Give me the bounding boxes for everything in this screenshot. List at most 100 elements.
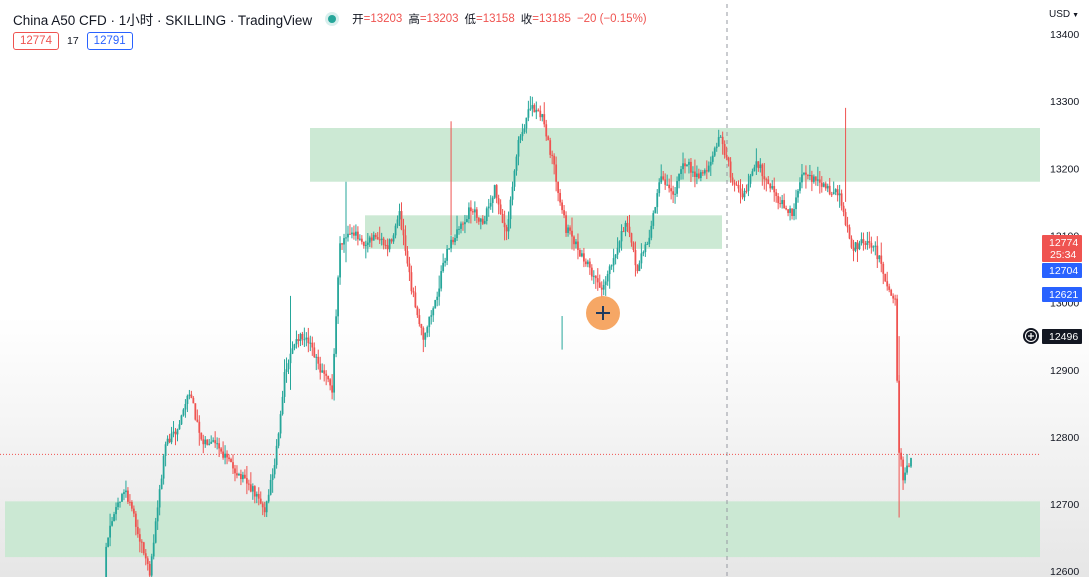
candle-body[interactable] [515,156,518,171]
candle-body[interactable] [523,128,526,132]
candle-body[interactable] [729,161,732,178]
candle-body[interactable] [234,468,236,474]
candle-body[interactable] [614,254,617,259]
candle-body[interactable] [808,175,811,177]
candle-body[interactable] [759,164,762,169]
candle-body[interactable] [842,205,845,213]
candle-body[interactable] [747,183,750,191]
candle-body[interactable] [462,223,464,225]
candle-body[interactable] [125,490,127,493]
candle-body[interactable] [364,244,367,246]
candle-body[interactable] [384,244,387,246]
candle-body[interactable] [694,171,696,177]
candle-body[interactable] [349,233,351,235]
candle-body[interactable] [719,136,722,138]
mid-zone[interactable] [365,215,722,249]
candle-body[interactable] [370,237,373,241]
candle-body[interactable] [287,363,290,370]
candle-body[interactable] [785,208,788,210]
candle-body[interactable] [769,183,772,189]
candle-body[interactable] [261,503,264,508]
candle-body[interactable] [763,176,766,180]
candle-body[interactable] [420,324,423,328]
candle-body[interactable] [584,261,587,265]
candle-body[interactable] [224,453,226,458]
candle-body[interactable] [791,208,793,217]
candle-body[interactable] [539,110,542,118]
candle-body[interactable] [662,176,665,180]
candle-body[interactable] [119,501,121,503]
candle-body[interactable] [355,231,357,236]
candle-body[interactable] [434,300,437,309]
candle-body[interactable] [158,489,161,508]
candle-body[interactable] [872,246,875,248]
candle-body[interactable] [628,226,631,234]
candle-body[interactable] [579,249,581,257]
candle-body[interactable] [222,451,224,458]
candle-body[interactable] [807,174,809,177]
candle-body[interactable] [755,161,758,168]
candle-body[interactable] [493,185,496,198]
candle-body[interactable] [636,265,639,272]
candle-body[interactable] [329,379,332,386]
candle-body[interactable] [249,484,252,492]
candle-body[interactable] [836,189,839,196]
candle-body[interactable] [525,117,528,129]
candle-body[interactable] [602,284,605,290]
candle-body[interactable] [616,247,619,255]
candle-body[interactable] [630,233,633,243]
candle-body[interactable] [739,188,742,194]
candle-body[interactable] [699,172,702,179]
candle-body[interactable] [803,172,805,175]
candle-body[interactable] [440,271,443,289]
candle-body[interactable] [402,229,405,236]
candle-body[interactable] [422,327,425,340]
candle-body[interactable] [501,213,504,223]
candle-body[interactable] [271,474,274,480]
candle-body[interactable] [789,208,791,213]
candle-body[interactable] [105,546,108,577]
candle-body[interactable] [454,238,456,243]
candle-body[interactable] [664,179,667,185]
candle-body[interactable] [380,238,383,240]
candle-body[interactable] [279,414,282,434]
candle-body[interactable] [606,274,609,282]
candle-body[interactable] [113,514,115,522]
candle-body[interactable] [430,315,433,317]
candle-body[interactable] [816,179,819,181]
candle-body[interactable] [737,185,740,189]
candle-body[interactable] [822,183,825,187]
candle-body[interactable] [378,239,381,241]
candle-body[interactable] [824,183,827,189]
candle-body[interactable] [168,438,171,443]
candle-body[interactable] [275,445,278,466]
candle-body[interactable] [136,526,139,535]
candle-body[interactable] [242,474,244,480]
candle-body[interactable] [458,228,460,230]
candle-body[interactable] [573,236,575,245]
candle-body[interactable] [255,493,258,497]
candle-body[interactable] [178,424,181,430]
candle-body[interactable] [410,272,413,292]
candle-body[interactable] [188,394,191,396]
candle-body[interactable] [690,161,692,173]
candle-body[interactable] [745,190,748,192]
candle-body[interactable] [335,316,337,354]
candle-body[interactable] [473,209,476,213]
candle-body[interactable] [553,155,556,165]
candle-body[interactable] [644,244,647,253]
candle-body[interactable] [557,181,560,193]
candle-body[interactable] [321,370,324,373]
candle-body[interactable] [190,394,193,398]
candle-body[interactable] [586,261,589,265]
candle-body[interactable] [186,395,189,404]
candle-body[interactable] [604,281,607,285]
candle-body[interactable] [170,433,173,443]
candle-body[interactable] [688,161,690,165]
candle-body[interactable] [285,369,288,372]
candle-body[interactable] [826,185,829,189]
candle-body[interactable] [549,140,552,155]
candle-body[interactable] [751,171,754,176]
candle-body[interactable] [650,225,653,238]
candle-body[interactable] [832,192,835,195]
